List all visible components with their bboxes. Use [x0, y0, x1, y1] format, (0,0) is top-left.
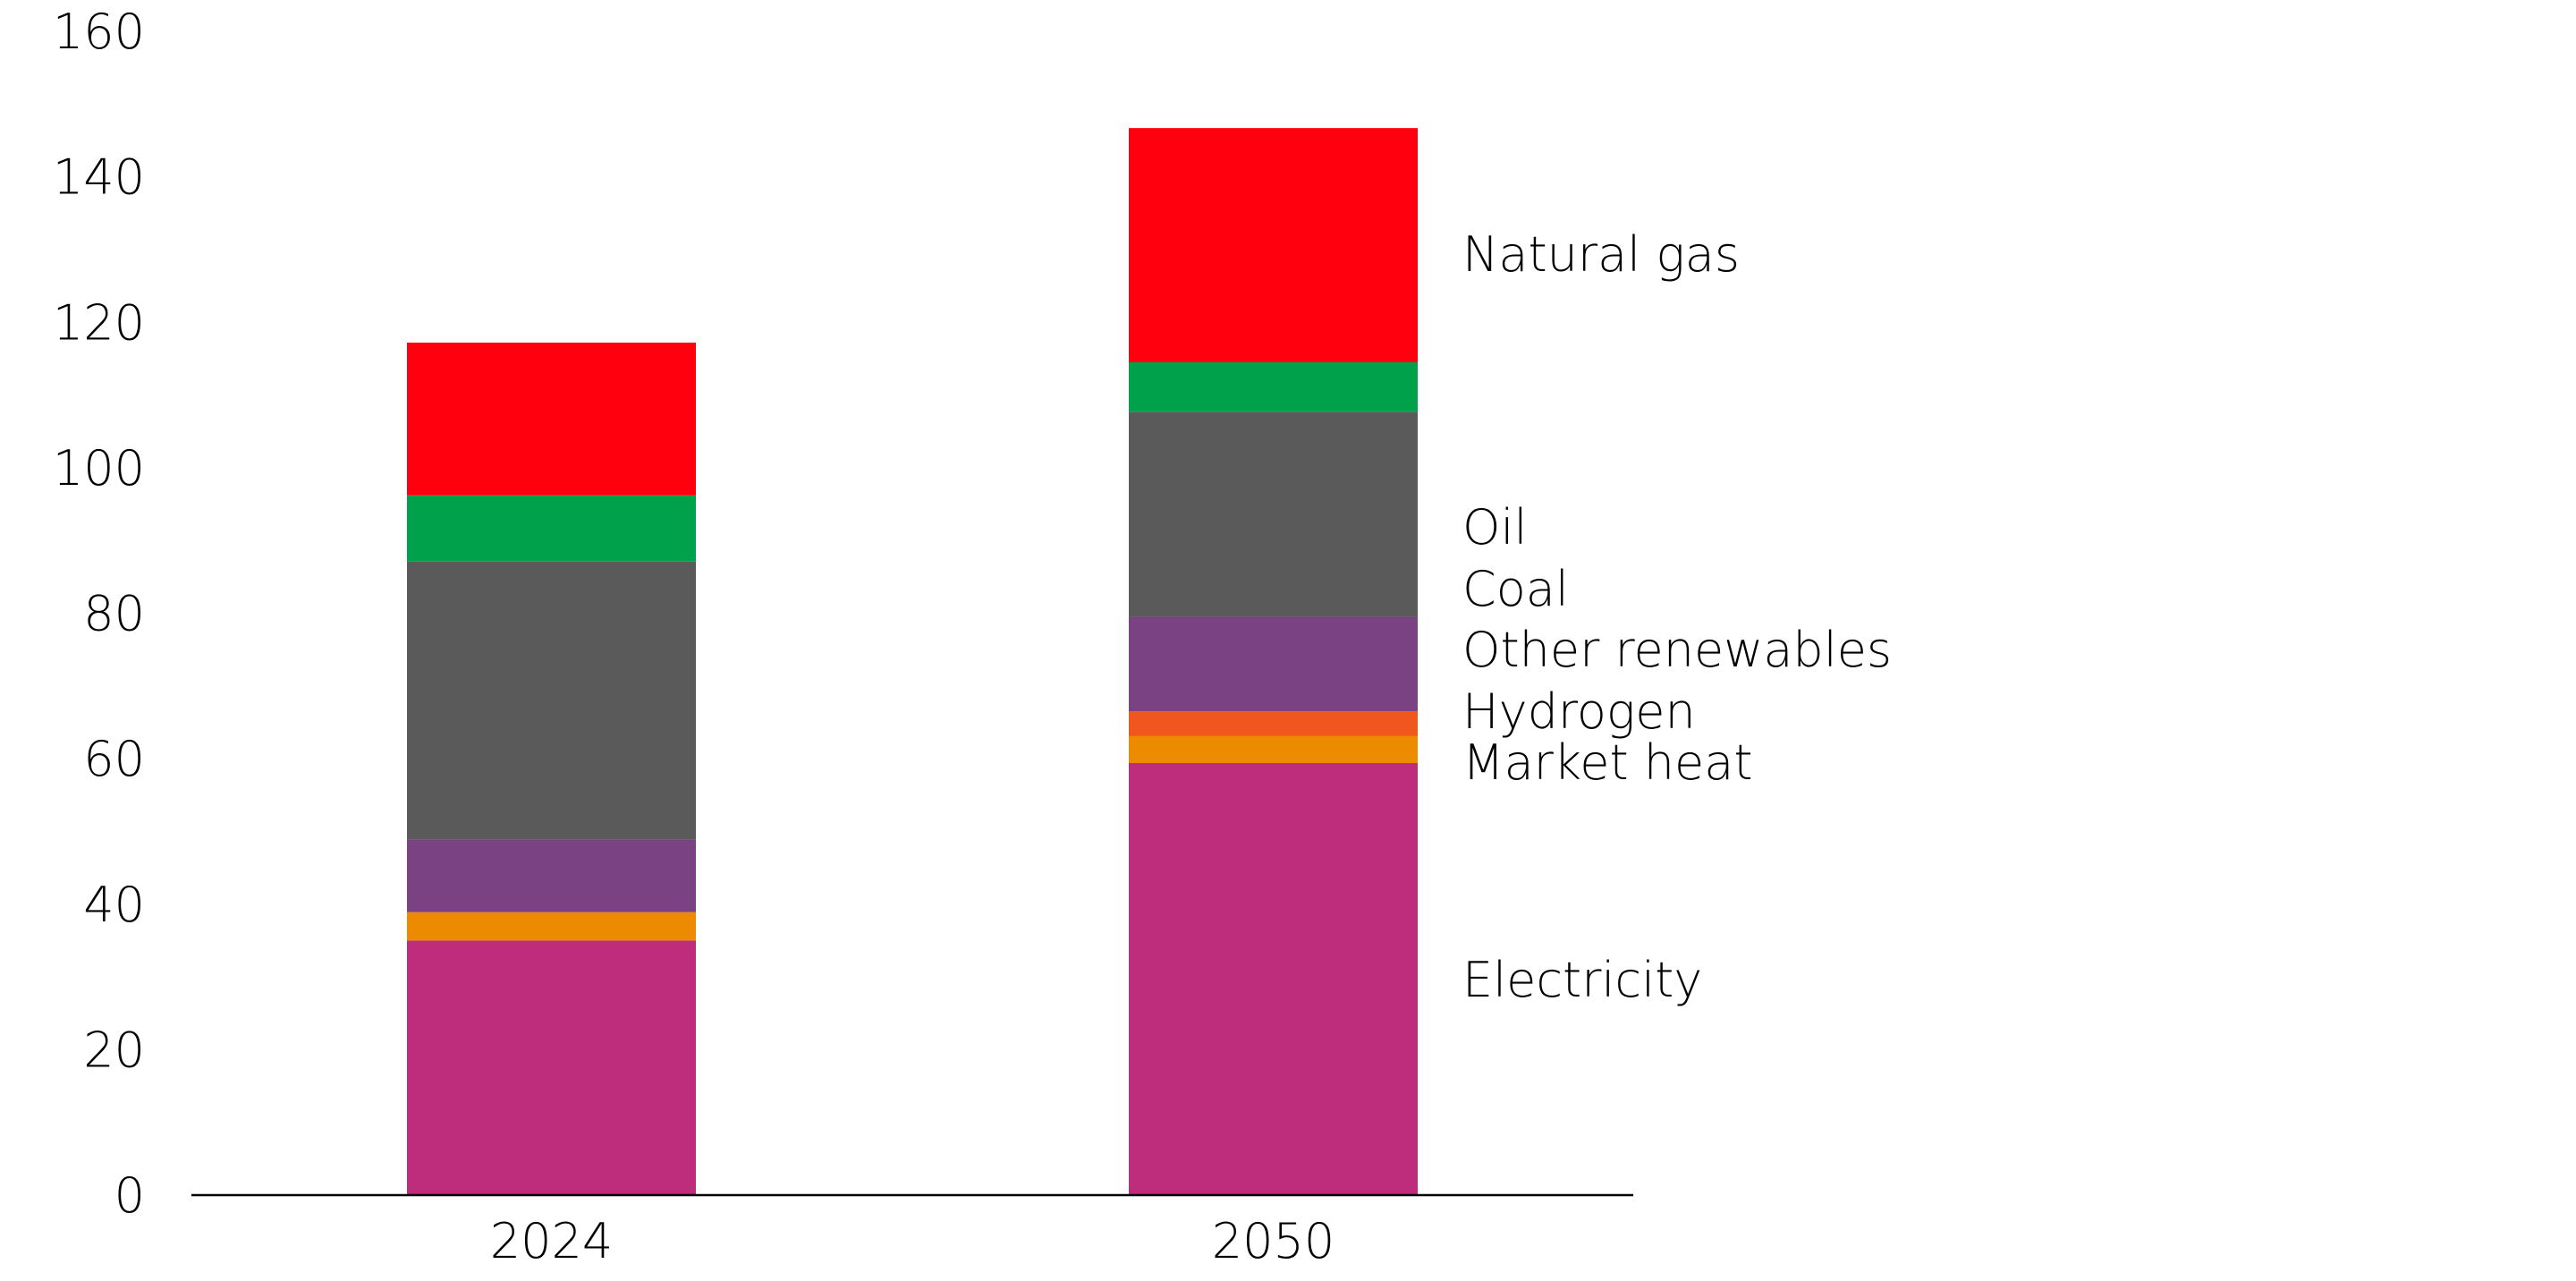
y-tick-label: 60: [83, 731, 145, 787]
bar-segment-coal-2050: [1129, 411, 1418, 617]
y-tick-label: 20: [83, 1022, 145, 1078]
series-label: Market heat: [1462, 734, 1753, 791]
y-tick-label: 160: [53, 4, 145, 60]
bar-segment-electricity-2024: [407, 940, 696, 1195]
series-label: Other renewables: [1462, 622, 1892, 678]
bar-segment-coal-2024: [407, 561, 696, 840]
y-tick-label: 140: [53, 149, 145, 206]
bar-segment-oil-2024: [407, 495, 696, 562]
bar-segment-other-renewables-2024: [407, 839, 696, 912]
y-tick-label: 40: [83, 877, 145, 933]
series-label: Electricity: [1462, 952, 1702, 1008]
bar-segment-market-heat-2050: [1129, 735, 1418, 764]
y-tick-label: 120: [53, 294, 145, 351]
x-tick-label: 2050: [1212, 1213, 1335, 1269]
y-tick-label: 80: [83, 586, 145, 642]
bar-segment-other-renewables-2050: [1129, 616, 1418, 712]
x-axis-ticks: 2024 2050: [490, 1213, 1335, 1269]
bar-segment-hydrogen-2050: [1129, 711, 1418, 736]
x-tick-label: 2024: [490, 1213, 613, 1269]
bar-segment-oil-2050: [1129, 361, 1418, 412]
y-tick-label: 0: [114, 1167, 145, 1224]
series-label: Hydrogen: [1462, 683, 1696, 740]
y-axis-ticks: 0 20 40 60 80 100 120 140 160: [53, 4, 145, 1224]
bar-segment-electricity-2050: [1129, 763, 1418, 1195]
y-tick-label: 100: [53, 440, 145, 496]
series-label: Oil: [1462, 499, 1528, 556]
bars: [407, 128, 1418, 1195]
series-label: Coal: [1462, 561, 1569, 617]
bar-segment-market-heat-2024: [407, 912, 696, 941]
series-label: Natural gas: [1462, 226, 1740, 283]
bar-segment-natural-gas-2050: [1129, 128, 1418, 362]
bar-segment-natural-gas-2024: [407, 343, 696, 496]
